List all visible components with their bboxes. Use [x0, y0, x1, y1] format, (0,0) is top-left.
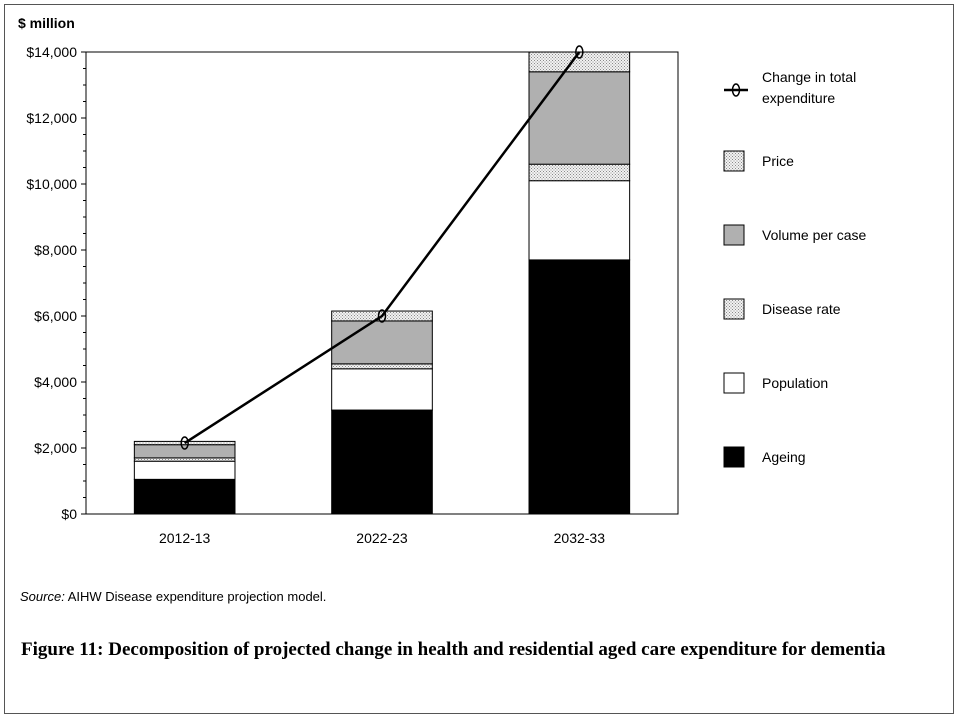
bar-segment-disease-rate-2022-23: [331, 363, 433, 370]
legend-label: expenditure: [762, 90, 835, 106]
line-change-in-total-expenditure: [183, 51, 581, 445]
legend-label: Population: [762, 375, 828, 391]
legend-item-disease-rate: Disease rate: [723, 298, 841, 320]
legend-swatch: [723, 224, 745, 246]
y-tick-label: $4,000: [34, 374, 77, 390]
x-tick-label: 2012-13: [159, 530, 211, 546]
figure-frame: [4, 4, 954, 714]
bar-segment-volume-per-case-2032-33: [528, 71, 631, 165]
legend-item-ageing: Ageing: [723, 446, 806, 468]
legend-label: Price: [762, 153, 794, 169]
legend-label: Volume per case: [762, 227, 866, 243]
legend-item-price: Price: [723, 150, 794, 172]
y-tick-label: $12,000: [26, 110, 77, 126]
legend-swatch: [723, 446, 745, 468]
line-marker: [180, 436, 189, 450]
legend-swatch: [723, 372, 745, 394]
bars: [133, 51, 631, 515]
legend-line-marker: [731, 83, 741, 97]
legend-swatch: [723, 150, 745, 172]
bar-segment-ageing-2022-23: [331, 409, 433, 515]
bar-segment-volume-per-case-2022-23: [331, 320, 433, 365]
bar-segment-volume-per-case-2012-13: [133, 444, 236, 459]
legend-item-population: Population: [723, 372, 828, 394]
y-tick-label: $2,000: [34, 440, 77, 456]
legend-label: Disease rate: [762, 301, 841, 317]
source-label: Source:: [20, 589, 65, 604]
legend-swatch: [723, 298, 745, 320]
bar-segment-population-2032-33: [528, 180, 631, 261]
x-axis: 2012-13 2022-23 2032-33: [159, 530, 605, 546]
legend-item-volume-per-case: Volume per case: [723, 224, 866, 246]
figure-caption: Figure 11: Decomposition of projected ch…: [21, 639, 886, 660]
legend-label: Ageing: [762, 449, 806, 465]
bar-segment-price-2032-33: [528, 51, 631, 73]
legend-item-change-in-total-expenditure: Change in total expenditure: [724, 69, 856, 106]
line-marker: [377, 309, 387, 323]
legend-label: Change in total: [762, 69, 856, 85]
bar-segment-ageing-2032-33: [528, 259, 631, 515]
y-tick-label: $0: [61, 506, 77, 522]
x-tick-label: 2032-33: [554, 530, 606, 546]
y-axis: $0 $2,000 $4,000 $6,000 $8,000 $10,000 $12,000…: [26, 44, 86, 522]
bar-segment-population-2022-23: [331, 368, 433, 411]
y-tick-label: $10,000: [26, 176, 77, 192]
y-tick-label: $14,000: [26, 44, 77, 60]
y-axis-unit-label: $ million: [18, 15, 75, 31]
line-marker: [575, 45, 584, 59]
bar-segment-population-2012-13: [133, 460, 236, 480]
x-tick-label: 2022-23: [356, 530, 408, 546]
y-tick-label: $6,000: [34, 308, 77, 324]
bar-segment-ageing-2012-13: [133, 478, 236, 515]
bar-segment-price-2012-13: [133, 440, 236, 446]
source-note: Source: AIHW Disease expenditure project…: [20, 589, 326, 604]
y-tick-label: $8,000: [34, 242, 77, 258]
total-expenditure-line: [180, 45, 584, 450]
legend: Change in total expenditure Price Volume pe…: [723, 69, 866, 468]
source-text: AIHW Disease expenditure projection mode…: [67, 589, 327, 604]
bar-segment-disease-rate-2032-33: [528, 163, 631, 182]
